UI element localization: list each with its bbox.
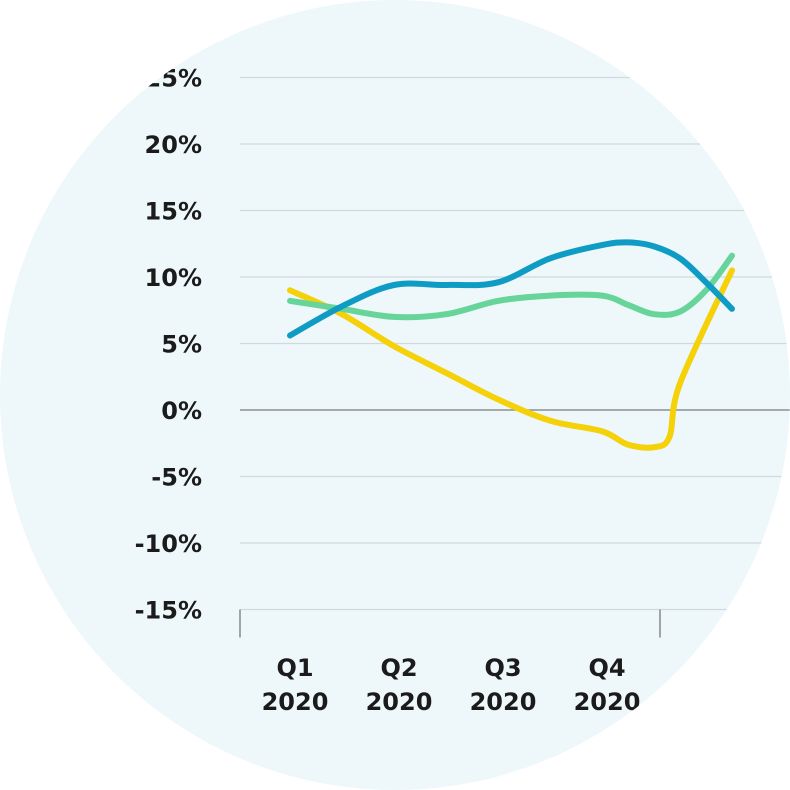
x-tick-quarter: Q3 (484, 654, 521, 682)
series-line-yellow (287, 267, 735, 451)
y-tick-label: -10% (135, 530, 202, 558)
series-line-green (287, 252, 735, 321)
y-tick-label: 0% (161, 397, 202, 425)
x-tick-year: 2020 (470, 688, 537, 716)
x-axis (239, 609, 661, 638)
y-tick-label: 20% (145, 131, 202, 159)
y-tick-label: -5% (151, 464, 202, 492)
y-tick-label: 15% (145, 198, 202, 226)
x-tick-year: 2020 (366, 688, 433, 716)
x-axis-labels: Q1 2020 Q2 2020 Q3 2020 Q4 2020 (262, 654, 641, 716)
y-tick-label: 5% (161, 331, 202, 359)
y-tick-label: 10% (145, 264, 202, 292)
x-tick-quarter: Q2 (380, 654, 417, 682)
x-tick-year: 2020 (262, 688, 329, 716)
y-axis-labels: -15% -10% -5% 0% 5% 10% 15% 20% 25% (135, 65, 202, 625)
series-lines (287, 239, 735, 451)
chart-plot-area: -15% -10% -5% 0% 5% 10% 15% 20% 25% Q1 2020 Q2 2020… (135, 65, 790, 716)
x-tick-quarter: Q1 (276, 654, 313, 682)
x-tick-quarter: Q4 (588, 654, 625, 682)
y-tick-label: -15% (135, 597, 202, 625)
x-tick-year: 2020 (574, 688, 641, 716)
series-line-blue (287, 239, 735, 339)
y-tick-label: 25% (145, 65, 202, 93)
